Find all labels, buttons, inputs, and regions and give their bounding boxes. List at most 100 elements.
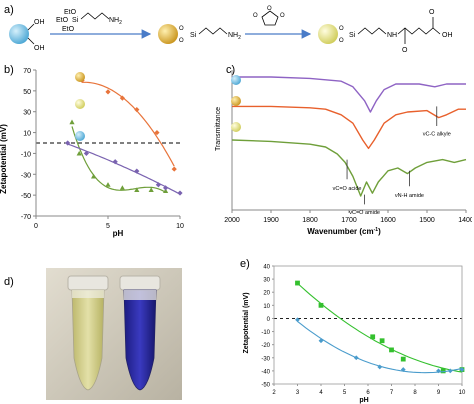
y-tick-label: -10: [261, 330, 270, 336]
trend-line: [67, 143, 181, 195]
bead2-o-bottom: O: [179, 38, 184, 44]
y-tick-label: -10: [21, 151, 31, 158]
data-point: [76, 150, 82, 156]
band-label: νC=O acide: [333, 186, 362, 192]
x-axis-label: pH: [359, 397, 368, 404]
y-tick-label: 10: [263, 304, 270, 310]
data-point: [69, 119, 75, 125]
y-tick-label: -70: [21, 214, 31, 221]
x-tick-label: 2000: [224, 217, 240, 224]
silica-bead-gold: [158, 24, 178, 44]
acid-oh: OH: [442, 32, 453, 39]
y-axis-label: Zetapotential (mV): [0, 124, 8, 194]
data-point: [353, 355, 359, 361]
bead3-o-top: O: [339, 26, 344, 32]
x-tick-label: 5: [343, 390, 347, 396]
data-point: [134, 187, 140, 193]
data-point: [400, 356, 406, 362]
y-tick-label: 70: [23, 68, 31, 75]
data-point: [171, 166, 177, 172]
anhydride-o-left: O: [253, 13, 258, 19]
amide-o: O: [402, 47, 408, 54]
silicon-bead3: Si: [349, 32, 356, 39]
data-point: [177, 190, 183, 196]
hydroxyl-bottom: OH: [34, 45, 45, 52]
silicon-bead2: Si: [190, 32, 197, 39]
y-tick-label: -30: [21, 172, 31, 179]
band-label: νC-C alkyle: [423, 132, 451, 138]
data-point: [379, 338, 385, 344]
y-tick-label: 10: [23, 131, 31, 138]
data-point: [83, 150, 89, 157]
zeta-potential-chart-e: 40 30 20 10 0 -10 -20 -30 -40 -502 3 4 5 6 7 8 9 10 Zetap…: [243, 265, 466, 404]
anhydride-ring: [261, 10, 279, 26]
silicon-reagent: Si: [72, 17, 79, 24]
x-tick-label: 5: [106, 223, 110, 230]
x-axis-label: Wavenumber (cm-1): [307, 227, 381, 236]
amine-bead2: NH2: [228, 32, 241, 41]
ethoxy-3: EtO: [62, 26, 75, 33]
amide-nh: NH: [387, 32, 397, 39]
spectrum-bead-gold: [231, 96, 241, 106]
y-tick-label: -50: [261, 383, 270, 389]
data-point: [440, 368, 446, 374]
panel-label-c: c): [226, 64, 236, 76]
legend-bead-light: [75, 99, 85, 109]
tube-right: [119, 275, 161, 391]
amine-reagent: NH2: [109, 17, 122, 26]
y-tick-label: -50: [21, 193, 31, 200]
tube-photo: [46, 268, 182, 400]
ethoxy-2: EtO: [56, 17, 69, 24]
x-tick-label: 1500: [419, 217, 435, 224]
spectrum-bead-blue: [231, 75, 241, 85]
y-tick-label: 20: [263, 291, 270, 297]
data-point: [91, 173, 97, 179]
y-tick-label: -40: [261, 369, 270, 375]
y-axis-label: Zetapotential (mV): [243, 292, 250, 353]
x-tick-label: 1900: [263, 217, 279, 224]
spectrum-bead-light: [231, 122, 241, 132]
silica-bead-blue: [9, 24, 29, 44]
y-tick-label: 40: [263, 265, 270, 271]
data-point: [65, 140, 71, 146]
data-point: [105, 182, 111, 187]
data-point: [134, 168, 140, 174]
hydroxyl-top: OH: [34, 19, 45, 26]
data-point: [148, 187, 154, 193]
data-point: [105, 89, 111, 95]
band-label: νN-H amide: [395, 193, 424, 199]
y-tick-label: 30: [23, 110, 31, 117]
x-tick-label: 3: [296, 390, 300, 396]
ftir-spectra-chart-c: 2000 1900 1800 1700 1600 1500 1400 νC-C alkyle…: [215, 70, 472, 236]
y-tick-label: 50: [23, 89, 31, 96]
legend-bead-gold: [75, 72, 85, 82]
data-point: [318, 302, 324, 308]
x-tick-label: 10: [459, 390, 466, 396]
trend-line: [82, 81, 175, 167]
x-tick-label: 1700: [341, 217, 357, 224]
data-point: [163, 188, 169, 194]
reaction-scheme: OH OH EtO EtO EtO Si NH2 O O Si NH2 O O …: [9, 6, 453, 54]
y-tick-label: -20: [261, 343, 270, 349]
data-point: [400, 367, 406, 372]
panel-label-e: e): [240, 258, 250, 270]
x-axis-label: pH: [113, 229, 124, 238]
anhydride-o-right: O: [280, 13, 285, 19]
x-tick-label: 10: [176, 223, 184, 230]
y-tick-label: -30: [261, 356, 270, 362]
data-point: [134, 107, 140, 113]
data-point: [119, 185, 125, 190]
bead2-o-top: O: [179, 26, 184, 32]
data-point: [119, 95, 125, 101]
data-point: [163, 185, 169, 191]
data-point: [436, 368, 441, 374]
y-tick-label: 30: [263, 278, 270, 284]
x-tick-label: 7: [390, 390, 394, 396]
spectrum-line: [232, 105, 466, 150]
x-tick-label: 1400: [458, 217, 472, 224]
zeta-potential-chart-b: 70 50 30 10 -10 -30 -50 -700 5 10 Zetapotential (…: [0, 68, 184, 238]
band-label: νC=O amide: [349, 210, 380, 216]
panel-label-d: d): [4, 276, 14, 288]
anhydride-ring-o: O: [267, 6, 272, 12]
tube-left: [67, 275, 109, 391]
